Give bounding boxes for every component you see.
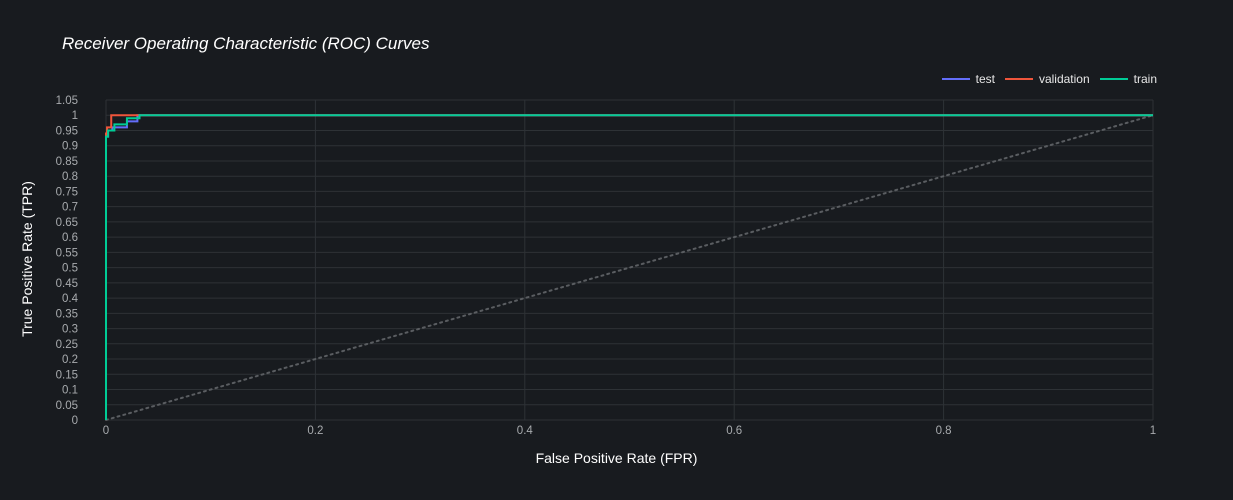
x-axis-title-text: False Positive Rate (FPR) [535,450,698,466]
y-tick-label: 0.1 [62,385,78,397]
legend-item-test[interactable]: test [941,72,995,86]
y-tick-label: 0.75 [56,186,78,198]
series-line-validation [105,114,1153,420]
series-line-train [105,114,1153,420]
legend-label-test: test [975,72,995,86]
y-tick-label: 0.9 [62,141,78,153]
y-tick-label: 0.5 [62,263,78,275]
y-tick-label: 0.65 [56,217,78,229]
x-tick-label: 0.4 [517,425,534,437]
y-axis-title: True Positive Rate (TPR) [19,181,35,337]
x-tick-label: 0.6 [726,425,742,437]
legend: test validation train [941,72,1157,86]
y-tick-label: 0.15 [56,369,78,381]
y-tick-label: 0 [72,415,78,427]
y-tick-label: 0.35 [56,308,78,320]
x-tick-label: 0.8 [936,425,952,437]
x-axis-title: False Positive Rate (FPR) [0,450,1233,466]
x-tick-label: 0 [103,425,109,437]
legend-swatch-test [941,78,970,80]
legend-swatch-validation [1004,78,1033,80]
y-tick-label: 1 [72,110,78,122]
chart-title: Receiver Operating Characteristic (ROC) … [62,34,430,53]
legend-item-validation[interactable]: validation [1004,72,1090,86]
legend-label-validation: validation [1038,72,1090,86]
y-tick-label: 0.3 [62,324,78,336]
y-tick-label: 1.05 [56,95,78,107]
y-tick-label: 0.95 [56,125,78,137]
reference-diagonal-line [105,114,1154,421]
y-tick-label: 0.2 [62,354,78,366]
y-tick-label: 0.4 [62,293,79,305]
y-tick-label: 0.45 [56,278,78,290]
y-tick-label: 0.6 [62,232,78,244]
legend-swatch-train [1099,78,1128,80]
y-tick-label: 0.85 [56,156,78,168]
x-tick-label: 1 [1150,425,1156,437]
x-tick-label: 0.2 [307,425,323,437]
y-tick-label: 0.25 [56,339,78,351]
y-tick-label: 0.05 [56,400,78,412]
y-tick-label: 0.7 [62,202,78,214]
legend-item-train[interactable]: train [1099,72,1157,86]
legend-label-train: train [1133,72,1157,86]
y-tick-label: 0.8 [62,171,78,183]
y-tick-label: 0.55 [56,247,78,259]
